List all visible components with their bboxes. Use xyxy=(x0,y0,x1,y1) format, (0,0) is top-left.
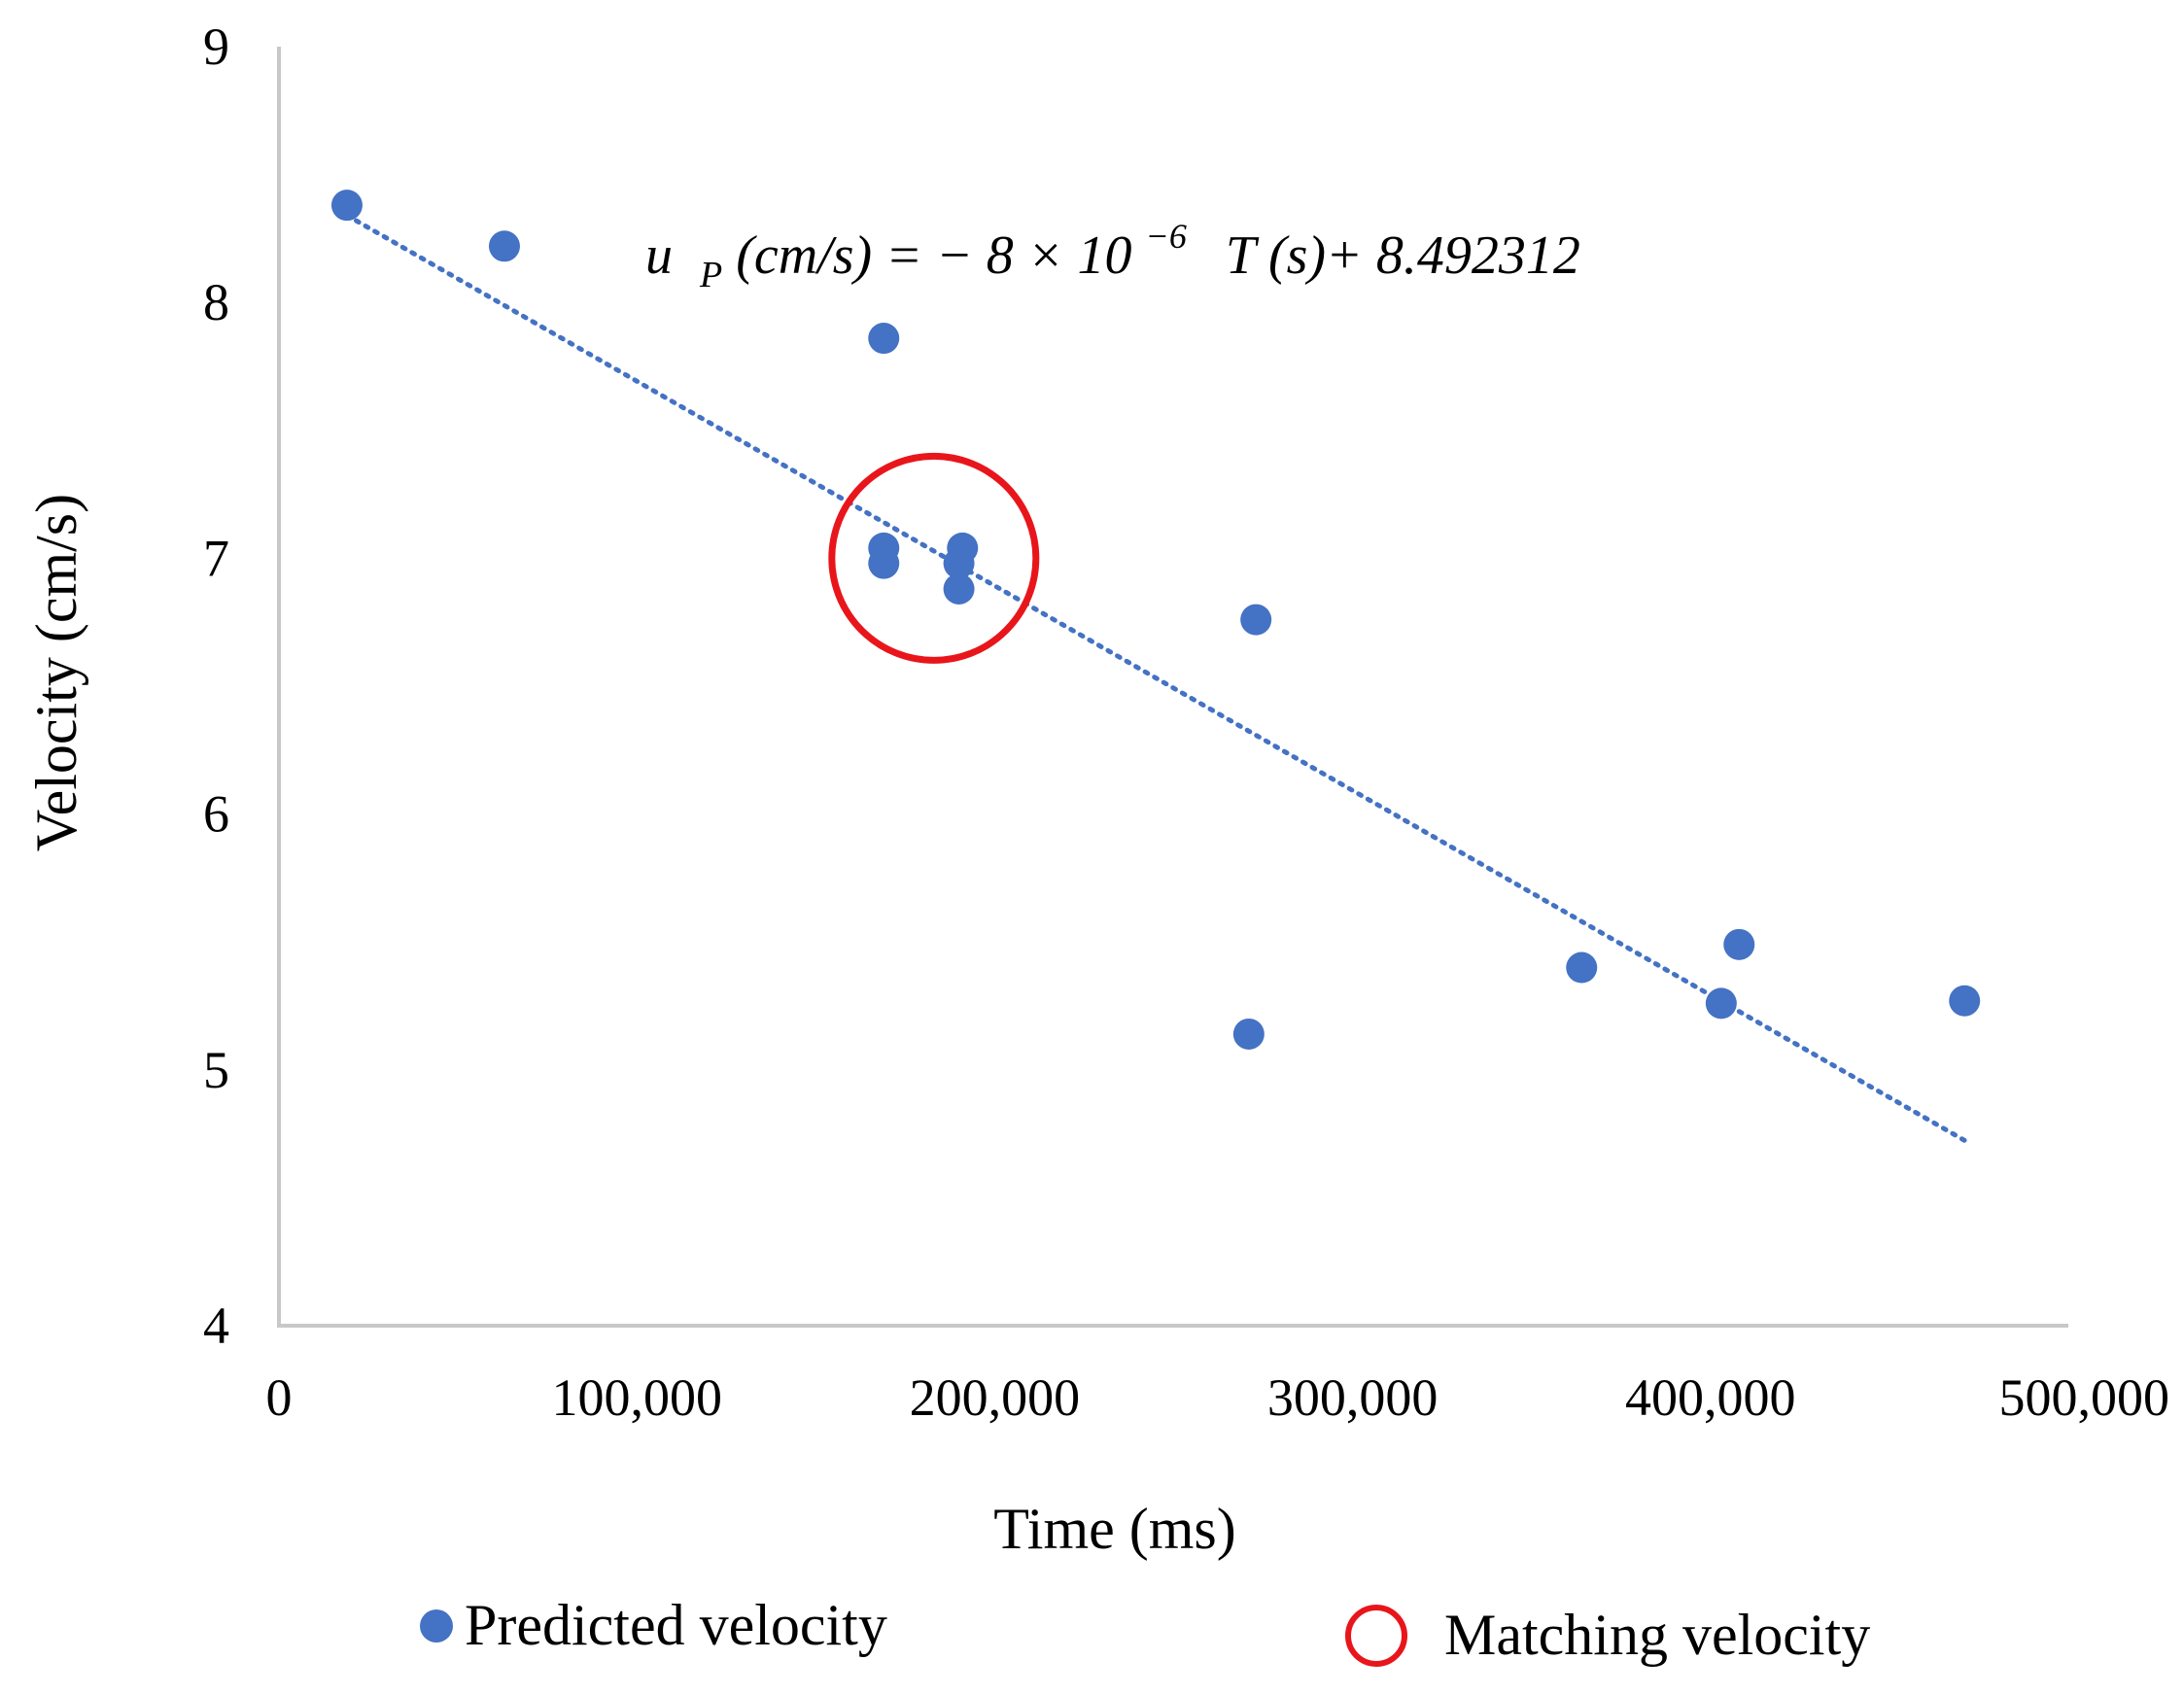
y-tick-label: 6 xyxy=(203,785,229,844)
x-tick-label: 100,000 xyxy=(551,1368,722,1427)
data-point xyxy=(1240,604,1272,636)
matching-velocity-circle xyxy=(828,452,1040,664)
data-point xyxy=(943,547,975,579)
legend-marker-predicted xyxy=(420,1609,453,1643)
x-axis-title: Time (ms) xyxy=(993,1497,1236,1561)
data-point xyxy=(330,190,363,222)
y-tick-label: 9 xyxy=(203,17,229,76)
equation-rhs: T (s)+ 8.492312 xyxy=(1226,225,1580,286)
data-points xyxy=(330,190,1981,1050)
x-tick-label: 200,000 xyxy=(910,1368,1081,1427)
data-point xyxy=(943,572,975,605)
data-point xyxy=(488,230,520,262)
data-point xyxy=(1232,1018,1265,1050)
x-tick-label: 300,000 xyxy=(1267,1368,1439,1427)
trendline-equation: u P (cm/s) = − 8 × 10 −6 T (s)+ 8.492312 xyxy=(645,200,1580,299)
data-point xyxy=(868,323,900,355)
x-tick-label: 400,000 xyxy=(1625,1368,1796,1427)
data-point xyxy=(1566,951,1598,984)
equation-exponent: −6 xyxy=(1146,217,1187,256)
x-tick-labels: 0 100,000 200,000 300,000 400,000 500,000 xyxy=(266,1368,2170,1427)
data-point xyxy=(1723,928,1755,960)
equation-lhs: (cm/s) = − 8 × 10 xyxy=(736,225,1131,286)
trendline xyxy=(344,213,1967,1143)
equation-subscript: P xyxy=(699,255,722,295)
y-tick-label: 4 xyxy=(203,1297,229,1355)
y-tick-labels: 4 5 6 7 8 9 xyxy=(203,17,229,1355)
legend-marker-matching xyxy=(1345,1605,1407,1667)
y-axis-title: Velocity (cm/s) xyxy=(24,494,88,851)
x-tick-label: 0 xyxy=(266,1368,293,1427)
legend: Predicted velocity Matching velocity xyxy=(420,1593,1870,1667)
data-point xyxy=(868,547,900,579)
equation-u: u xyxy=(645,225,673,286)
y-tick-label: 5 xyxy=(203,1041,229,1099)
legend-label-matching: Matching velocity xyxy=(1444,1603,1870,1667)
y-tick-label: 7 xyxy=(203,529,229,587)
y-tick-label: 8 xyxy=(203,273,229,331)
legend-label-predicted: Predicted velocity xyxy=(465,1593,887,1657)
data-point xyxy=(1705,987,1737,1020)
data-point xyxy=(1949,985,1981,1017)
x-tick-label: 500,000 xyxy=(1999,1368,2170,1427)
